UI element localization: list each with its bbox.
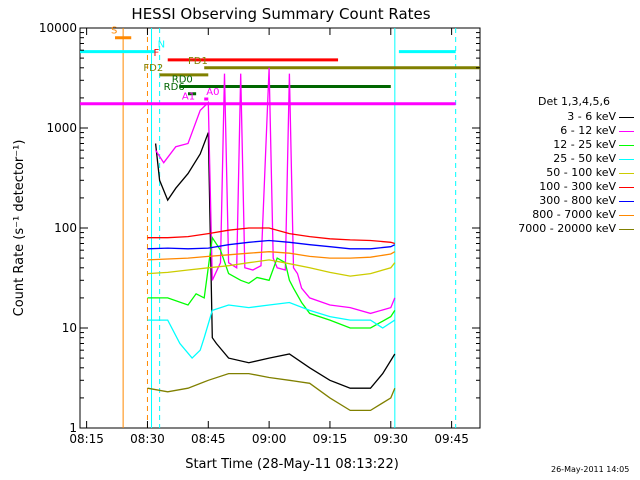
- legend-swatch: [619, 145, 634, 146]
- series-line-7: [147, 239, 396, 250]
- series-line-3: [147, 235, 396, 329]
- generation-timestamp: 26-May-2011 14:05: [551, 465, 630, 474]
- legend-item: 7000 - 20000 keV: [490, 222, 636, 236]
- y-tick-label: 10000: [39, 21, 77, 35]
- legend-label: 100 - 300 keV: [539, 180, 616, 193]
- legend-label: 12 - 25 keV: [553, 138, 616, 151]
- legend-item: 100 - 300 keV: [490, 180, 636, 194]
- legend-label: 25 - 50 keV: [553, 152, 616, 165]
- series-line-5: [147, 259, 396, 277]
- flag-label-rd6: RD6: [164, 82, 185, 93]
- flag-label-a0: A0: [206, 87, 219, 98]
- flag-label-rd0: RD0: [172, 75, 193, 86]
- series-line-9: [147, 372, 396, 412]
- legend-label: 300 - 800 keV: [539, 194, 616, 207]
- series-line-2: [155, 67, 396, 315]
- x-tick-label: 09:00: [252, 432, 287, 446]
- flag-label-a1: A1: [182, 92, 195, 103]
- legend-swatch: [619, 229, 634, 230]
- legend-swatch: [619, 201, 634, 202]
- chart-title: HESSI Observing Summary Count Rates: [131, 5, 430, 23]
- legend-swatch: [619, 215, 634, 216]
- legend-label: 6 - 12 keV: [560, 124, 616, 137]
- legend-item: 800 - 7000 keV: [490, 208, 636, 222]
- legend-label: 3 - 6 keV: [567, 110, 616, 123]
- y-tick-label: 1: [69, 421, 77, 435]
- flag-label-fd2: FD2: [143, 63, 163, 74]
- flag-label-n: N: [158, 40, 165, 51]
- x-axis-label: Start Time (28-May-11 08:13:22): [185, 457, 399, 472]
- x-tick-label: 08:30: [130, 432, 165, 446]
- legend-swatch: [619, 117, 634, 118]
- legend-swatch: [619, 173, 634, 174]
- y-tick-label: 100: [54, 221, 77, 235]
- legend-item: 300 - 800 keV: [490, 194, 636, 208]
- legend-label: 50 - 100 keV: [546, 166, 616, 179]
- legend-swatch: [619, 187, 634, 188]
- series-line-6: [147, 227, 395, 245]
- y-tick-label: 1000: [46, 121, 77, 135]
- x-tick-label: 09:30: [373, 432, 408, 446]
- y-tick-label: 10: [62, 321, 77, 335]
- legend-item: 50 - 100 keV: [490, 166, 636, 180]
- y-axis-label: Count Rate (s⁻¹ detector⁻¹): [12, 140, 27, 317]
- x-tick-label: 09:45: [434, 432, 469, 446]
- legend-item: 6 - 12 keV: [490, 124, 636, 138]
- legend-item: 25 - 50 keV: [490, 152, 636, 166]
- flag-label-s: S: [111, 26, 117, 37]
- x-tick-label: 08:15: [69, 432, 104, 446]
- legend-swatch: [619, 131, 634, 132]
- legend-item: 3 - 6 keV: [490, 110, 636, 124]
- series-line-1: [154, 132, 396, 389]
- series-line-8: [147, 251, 396, 261]
- legend-label: 800 - 7000 keV: [532, 208, 616, 221]
- series-line-4: [147, 301, 396, 360]
- x-tick-label: 08:45: [191, 432, 226, 446]
- legend-item: 12 - 25 keV: [490, 138, 636, 152]
- x-tick-label: 09:15: [313, 432, 348, 446]
- flag-label-f: F: [154, 48, 160, 59]
- legend-title: Det 1,3,4,5,6: [538, 95, 611, 108]
- legend-label: 7000 - 20000 keV: [518, 222, 616, 235]
- legend-swatch: [619, 159, 634, 160]
- flag-label-fd1: FD1: [188, 56, 208, 67]
